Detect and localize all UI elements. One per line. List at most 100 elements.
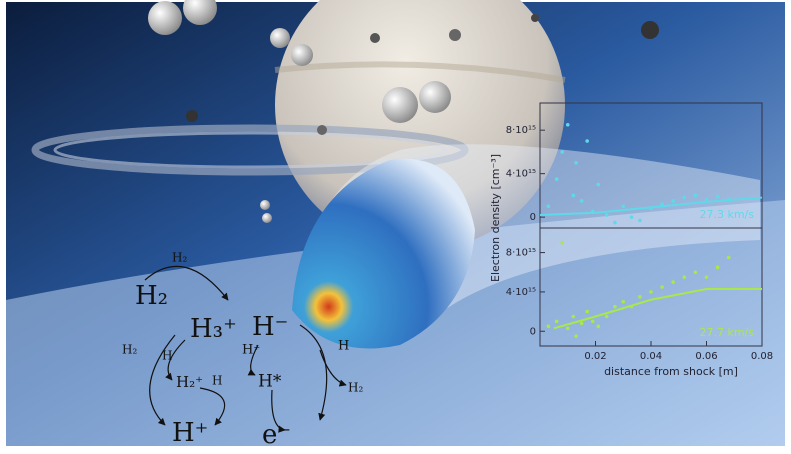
y-tick-label: 8·10¹⁵ (506, 248, 536, 259)
species: H⁻ (252, 312, 288, 342)
data-point (604, 213, 609, 217)
data-point (579, 199, 584, 203)
arrow (271, 389, 286, 433)
species: e⁻ (262, 420, 291, 450)
data-point (579, 321, 584, 326)
fit-line (539, 196, 763, 216)
arrow-label: H⁺ (242, 343, 260, 358)
data-point (715, 194, 720, 199)
x-tick-label: 0.02 (584, 351, 606, 362)
annotation: 27.3 km/s (699, 208, 754, 221)
y-axis-label: Electron density [cm⁻³] (489, 154, 502, 282)
data-point (596, 182, 601, 187)
arrow-label: H₂ (172, 251, 187, 265)
data-point (560, 150, 564, 154)
arrow-label: H (212, 374, 222, 388)
data-point (682, 195, 687, 200)
arrow (149, 334, 176, 426)
species: H⁺ (172, 418, 208, 448)
data-point (560, 240, 564, 245)
data-point (704, 197, 709, 202)
atom (531, 14, 539, 22)
data-point (693, 193, 698, 198)
fit-line (553, 287, 762, 330)
data-point (726, 255, 731, 260)
arrow-label: H (338, 339, 349, 354)
molecules (148, 0, 659, 223)
arrow (247, 344, 259, 376)
ring (53, 131, 447, 169)
arrow-label: H (162, 349, 172, 363)
reaction-arrows (144, 265, 347, 433)
species: H₂⁺ (176, 373, 203, 391)
data-point (596, 324, 601, 329)
data-point (565, 122, 570, 127)
species: H* (258, 372, 282, 392)
arrow (199, 387, 226, 426)
data-point (638, 218, 642, 223)
ring (31, 124, 469, 176)
data-point (638, 295, 642, 299)
y-tick-label: 4·10¹⁵ (506, 169, 536, 180)
data-point (554, 319, 559, 324)
x-tick-label: 0.08 (751, 351, 773, 362)
data-point (613, 304, 617, 309)
atom (370, 33, 380, 43)
data-point (671, 199, 675, 203)
x-tick-label: 0.04 (640, 351, 662, 362)
species: H₂ (135, 281, 168, 311)
data-point (590, 319, 595, 324)
data-point (571, 193, 576, 198)
data-point (565, 326, 570, 331)
data-point (554, 177, 559, 181)
x-tick-label: 0.06 (695, 351, 717, 362)
data-point (693, 270, 698, 275)
atom (148, 1, 182, 35)
data-point (682, 275, 687, 279)
data-point (660, 202, 664, 206)
arrow (165, 339, 186, 381)
x-axis-label: distance from shock [m] (604, 365, 738, 378)
atom (291, 44, 313, 66)
data-point (604, 314, 609, 319)
y-tick-label: 0 (530, 212, 536, 223)
data-point (585, 139, 589, 143)
data-point (571, 314, 576, 319)
data-point (660, 285, 664, 289)
annotation: 27.7 km/s (699, 326, 754, 339)
atom (260, 200, 270, 210)
data-point (629, 215, 634, 219)
y-tick-label: 4·10¹⁵ (506, 287, 536, 298)
y-tick-label: 8·10¹⁵ (506, 125, 536, 136)
atom (262, 213, 272, 223)
data-point (715, 265, 720, 270)
data-point (574, 160, 578, 165)
data-point (546, 204, 551, 209)
shock-cone (292, 158, 475, 349)
charts: 0 4·10¹⁵ 8·10¹⁵ 27.3 km/s Electron density [… (489, 102, 773, 378)
arrow (319, 349, 347, 387)
data-point (704, 275, 709, 279)
data-point (613, 220, 617, 225)
atom (449, 29, 461, 41)
arrow-label: H₂ (348, 381, 363, 395)
atom (317, 125, 327, 135)
species: H₃⁺ (190, 314, 237, 344)
planet-band (274, 61, 566, 83)
atom (641, 21, 659, 39)
data-point (621, 204, 626, 209)
data-point (621, 299, 626, 304)
atom (186, 110, 198, 122)
arrow-label: H₂ (122, 343, 137, 357)
atom (183, 0, 217, 25)
arrow (144, 265, 229, 301)
data-point (546, 324, 551, 329)
data-point (574, 334, 578, 338)
y-tick-label: 0 (530, 326, 536, 337)
data-point (671, 280, 675, 284)
data-point (649, 290, 653, 294)
data-point (585, 309, 589, 314)
atom (419, 81, 451, 113)
atom (270, 28, 290, 48)
